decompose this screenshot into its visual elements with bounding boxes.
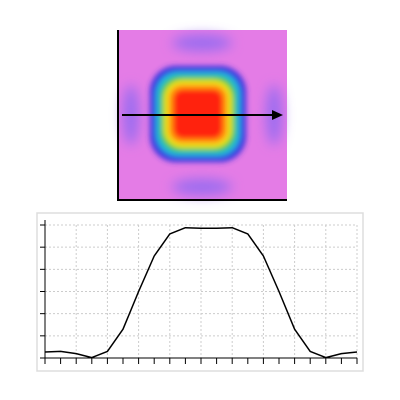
plot-frame	[36, 212, 364, 372]
heatmap	[117, 30, 287, 201]
profile-line	[44, 226, 358, 359]
profile-plot	[40, 220, 358, 364]
